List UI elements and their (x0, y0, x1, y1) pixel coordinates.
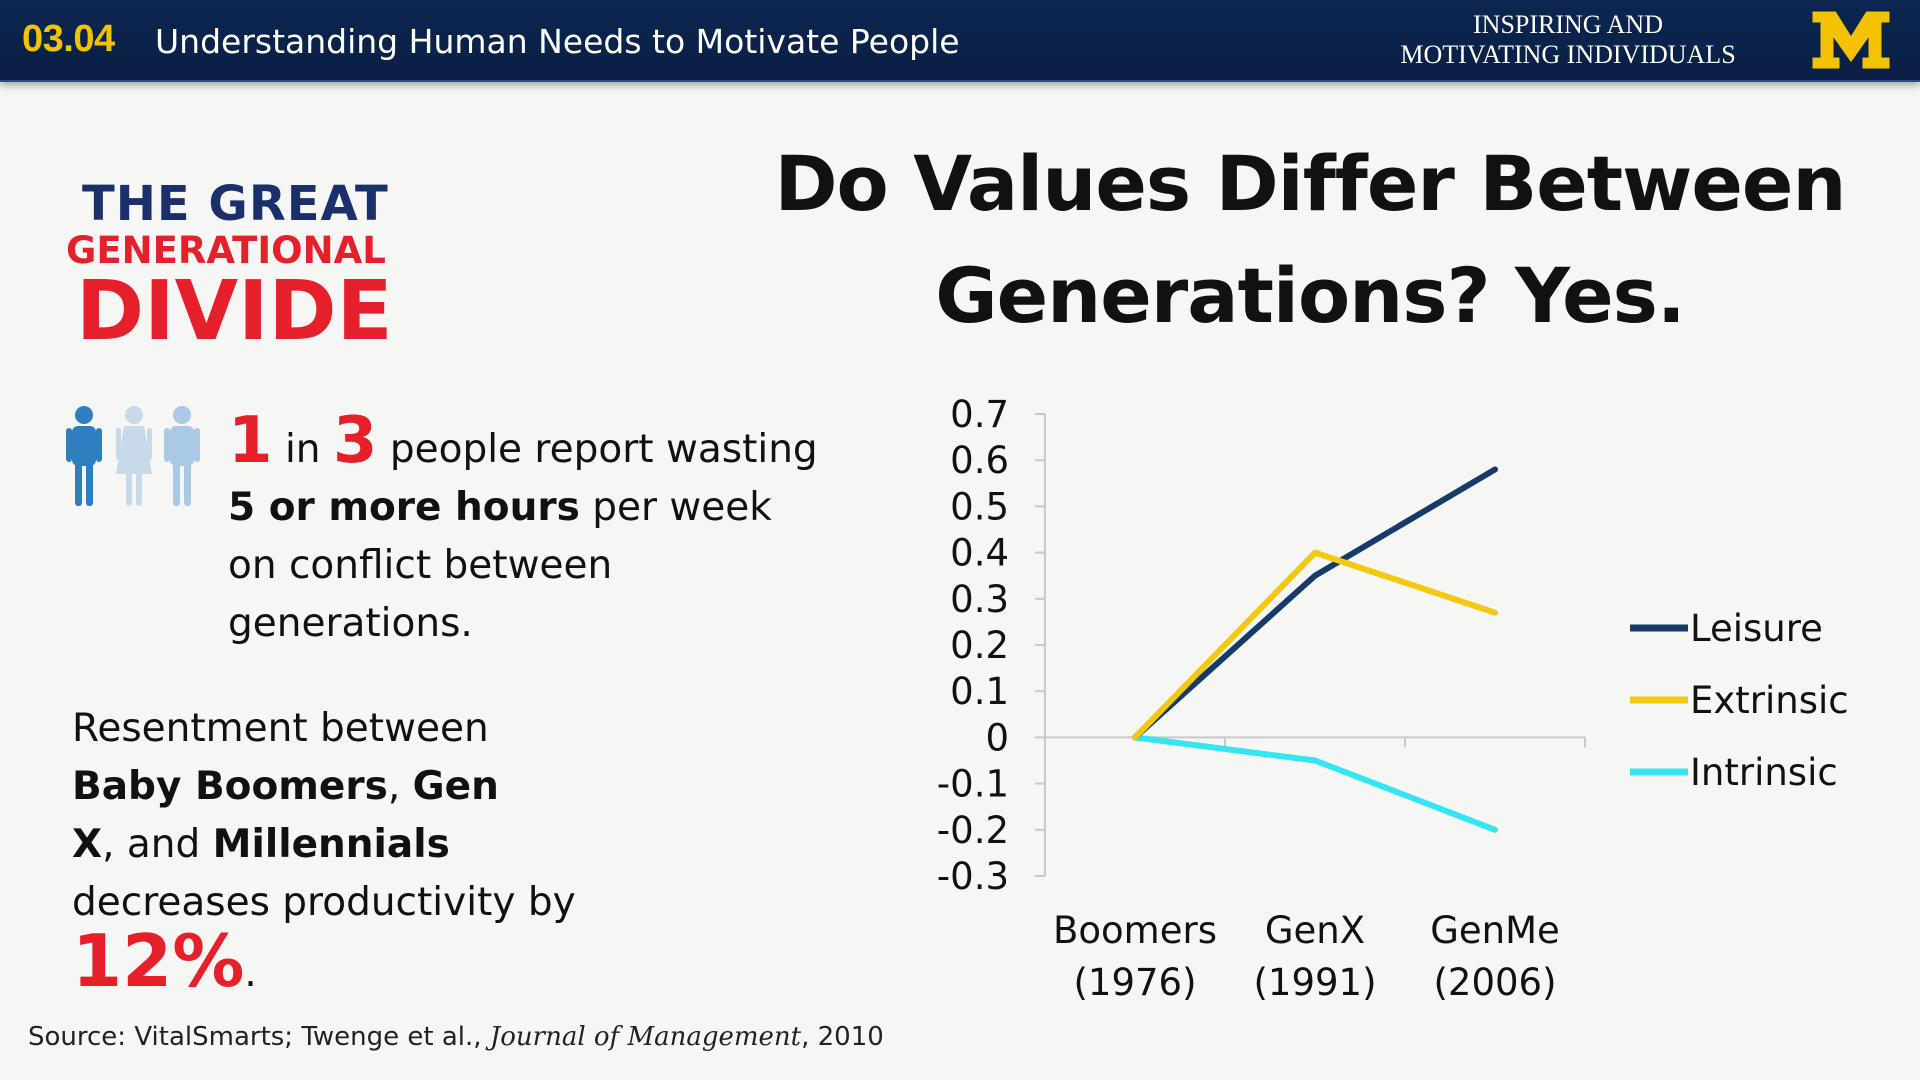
y-tick-label: 0.4 (950, 532, 1009, 575)
y-tick-label: -0.1 (937, 763, 1009, 806)
stat-text-b: per week (592, 485, 772, 530)
y-tick-label: 0.7 (950, 393, 1009, 436)
source-journal: Journal of Management (489, 1022, 802, 1052)
graphic-line-the-great: THE GREAT (82, 176, 389, 232)
series-line-extrinsic (1132, 549, 1498, 741)
stat2-comma: , (387, 764, 401, 809)
chart-title-line2: Generations? Yes. (935, 251, 1686, 340)
y-tick-label: 0.3 (950, 578, 1009, 621)
chart-title: Do Values Differ Between Generations? Ye… (700, 128, 1920, 352)
header-bar: 03.04 Understanding Human Needs to Motiv… (0, 0, 1920, 82)
stat-text-a: people report wasting (389, 427, 818, 472)
y-tick-label: -0.3 (937, 855, 1009, 898)
x-category-label: Boomers (1053, 909, 1217, 952)
lecture-number: 03.04 (22, 18, 115, 60)
chart-legend: Leisure Extrinsic Intrinsic (1630, 607, 1849, 794)
stat2-period: . (244, 951, 257, 996)
x-category-label: GenX (1265, 909, 1365, 952)
y-tick-label: 0.1 (950, 670, 1009, 713)
legend-label-intrinsic: Intrinsic (1690, 751, 1838, 794)
x-category-label: (1991) (1253, 961, 1376, 1004)
x-category-label: GenMe (1430, 909, 1560, 952)
stat2-percent: 12% (72, 919, 245, 1003)
graphic-line-divide: DIVIDE (76, 264, 393, 359)
chart-series (1132, 466, 1498, 833)
y-tick-label: 0.6 (950, 439, 1009, 482)
stat-bold-hours: 5 or more hours (228, 485, 580, 530)
lecture-title: Understanding Human Needs to Motivate Pe… (155, 22, 960, 61)
stat2-bold-boomers: Baby Boomers (72, 764, 388, 809)
stat2-bold-x: X (72, 822, 103, 867)
stat2-text-b: , and (102, 822, 201, 867)
stat-text-d: generations. (228, 601, 473, 646)
people-icon (66, 406, 200, 506)
chart-title-line1: Do Values Differ Between (774, 139, 1846, 228)
source-suffix: , 2010 (801, 1022, 884, 1052)
course-title-line2: MOTIVATING INDIVIDUALS (1400, 40, 1736, 69)
y-tick-label: 0.2 (950, 624, 1009, 667)
generational-divide-graphic: THE GREAT GENERATIONAL DIVIDE (66, 176, 456, 359)
legend-label-leisure: Leisure (1690, 607, 1823, 650)
stat-number-1: 1 (228, 404, 273, 478)
source-citation: Source: VitalSmarts; Twenge et al., Jour… (28, 1022, 884, 1052)
productivity-statistic: Resentment between Baby Boomers, Gen X, … (72, 700, 772, 1003)
stat-word-in: in (284, 427, 321, 472)
series-line-leisure (1132, 466, 1498, 741)
chart-axes: 0.70.60.50.40.30.20.10-0.1-0.2-0.3 Boomer… (937, 393, 1586, 1004)
y-tick-label: -0.2 (937, 809, 1009, 852)
x-category-label: (1976) (1073, 961, 1196, 1004)
course-title: INSPIRING AND MOTIVATING INDIVIDUALS (1358, 10, 1778, 70)
legend-label-extrinsic: Extrinsic (1690, 679, 1849, 722)
stat-number-3: 3 (332, 404, 378, 478)
y-tick-label: 0.5 (950, 485, 1009, 528)
graphic-line-generational: GENERATIONAL (66, 229, 386, 272)
stat2-bold-gen: Gen (412, 764, 499, 809)
series-line-intrinsic (1132, 734, 1498, 833)
course-title-line1: INSPIRING AND (1473, 10, 1663, 39)
stat-text-c: on conflict between (228, 543, 613, 588)
stat2-text-c: decreases productivity by (72, 880, 576, 925)
stat2-bold-millennials: Millennials (212, 822, 450, 867)
y-tick-label: 0 (985, 716, 1009, 759)
x-category-label: (2006) (1433, 961, 1556, 1004)
conflict-statistic: 1 in 3 people report wasting 5 or more h… (228, 409, 848, 653)
stat2-text-a: Resentment between (72, 706, 489, 751)
source-prefix: Source: VitalSmarts; Twenge et al., (28, 1022, 482, 1052)
university-logo (1811, 10, 1891, 70)
